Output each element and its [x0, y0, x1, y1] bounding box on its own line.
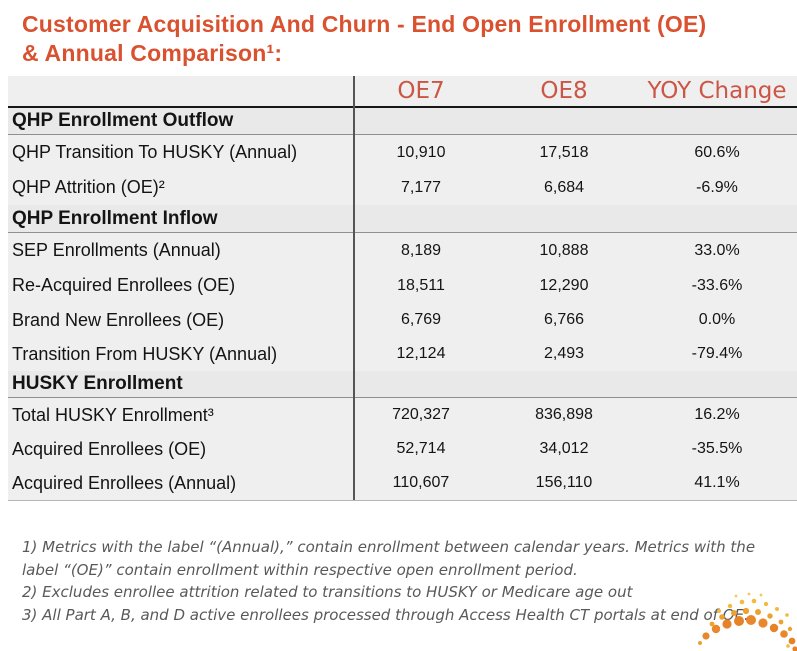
table-data-row: Acquired Enrollees (Annual) 110,607 156,… — [8, 466, 797, 500]
enrollment-table: OE7 OE8 YOY Change QHP Enrollment Outflo… — [8, 76, 797, 501]
oe7-value: 52,714 — [396, 440, 446, 457]
table-section-row: HUSKY Enrollment — [8, 371, 797, 398]
oe7-value: 6,769 — [400, 311, 442, 328]
oe8-value: 836,898 — [535, 406, 593, 423]
oe7-value: 8,189 — [400, 241, 442, 259]
oe8-value: 6,684 — [543, 178, 585, 196]
column-header-oe8: OE8 — [540, 77, 588, 104]
yoy-value: 33.0% — [694, 241, 740, 259]
page-title-line1: Customer Acquisition And Churn - End Ope… — [22, 11, 707, 37]
header-spacer — [8, 76, 353, 106]
section-label: HUSKY Enrollment — [12, 373, 183, 394]
yoy-value: 60.6% — [694, 143, 740, 161]
yoy-value: -6.9% — [696, 178, 738, 196]
row-label: Transition From HUSKY (Annual) — [12, 343, 278, 364]
yoy-value: -79.4% — [691, 345, 743, 362]
oe8-value: 10,888 — [539, 241, 589, 259]
table-data-row: Brand New Enrollees (OE) 6,769 6,766 0.0… — [8, 303, 797, 337]
footnote: 3) All Part A, B, and D active enrollees… — [22, 605, 749, 624]
page-title-line2: & Annual Comparison¹: — [22, 40, 283, 66]
row-label: SEP Enrollments (Annual) — [12, 240, 221, 260]
row-label: QHP Attrition (OE)² — [12, 177, 165, 197]
oe7-value: 10,910 — [396, 143, 446, 161]
oe8-value: 34,012 — [539, 440, 589, 457]
oe7-value: 7,177 — [400, 178, 442, 196]
table-data-row: Re-Acquired Enrollees (OE) 18,511 12,290… — [8, 268, 797, 303]
oe8-value: 6,766 — [543, 311, 585, 328]
sunburst-dots-logo — [694, 592, 797, 651]
section-label: QHP Enrollment Inflow — [12, 207, 218, 229]
footnote: 2) Excludes enrollee attrition related t… — [22, 583, 633, 601]
table-data-row: Transition From HUSKY (Annual) 12,124 2,… — [8, 337, 797, 371]
row-label: Acquired Enrollees (Annual) — [12, 472, 237, 493]
table-data-row: QHP Transition To HUSKY (Annual) 10,910 … — [8, 135, 797, 170]
table-header-row: OE7 OE8 YOY Change — [8, 76, 797, 108]
oe8-value: 12,290 — [539, 276, 589, 294]
yoy-value: -33.6% — [691, 276, 743, 294]
row-label: QHP Transition To HUSKY (Annual) — [12, 142, 298, 162]
row-label: Brand New Enrollees (OE) — [12, 309, 225, 330]
oe8-value: 2,493 — [543, 345, 585, 362]
row-label: Total HUSKY Enrollment³ — [12, 404, 214, 425]
table-data-row: Total HUSKY Enrollment³ 720,327 836,898 … — [8, 398, 797, 432]
oe7-value: 18,511 — [397, 276, 445, 294]
oe7-value: 110,607 — [392, 474, 450, 491]
row-label: Re-Acquired Enrollees (OE) — [12, 275, 236, 295]
row-label: Acquired Enrollees (OE) — [12, 438, 207, 459]
yoy-value: 0.0% — [698, 311, 736, 328]
column-header-yoy-change: YOY Change — [647, 77, 787, 104]
table-data-row: SEP Enrollments (Annual) 8,189 10,888 33… — [8, 233, 797, 268]
yoy-value: 41.1% — [694, 474, 740, 491]
oe8-value: 156,110 — [535, 474, 593, 491]
column-divider — [353, 76, 355, 500]
yoy-value: -35.5% — [691, 440, 743, 457]
yoy-value: 16.2% — [694, 406, 740, 423]
oe8-value: 17,518 — [539, 143, 589, 161]
page-title: Customer Acquisition And Churn - End Ope… — [22, 10, 782, 68]
footnotes: 1) Metrics with the label “(Annual),” co… — [22, 536, 772, 626]
column-header-oe7: OE7 — [397, 77, 445, 104]
section-label: QHP Enrollment Outflow — [12, 110, 234, 131]
table-section-row: QHP Enrollment Outflow — [8, 108, 797, 135]
footnote: 1) Metrics with the label “(Annual),” co… — [22, 538, 756, 579]
oe7-value: 720,327 — [392, 406, 450, 423]
oe7-value: 12,124 — [396, 345, 446, 362]
table-data-row: QHP Attrition (OE)² 7,177 6,684 -6.9% — [8, 170, 797, 205]
table-section-row: QHP Enrollment Inflow — [8, 205, 797, 233]
table-data-row: Acquired Enrollees (OE) 52,714 34,012 -3… — [8, 432, 797, 466]
